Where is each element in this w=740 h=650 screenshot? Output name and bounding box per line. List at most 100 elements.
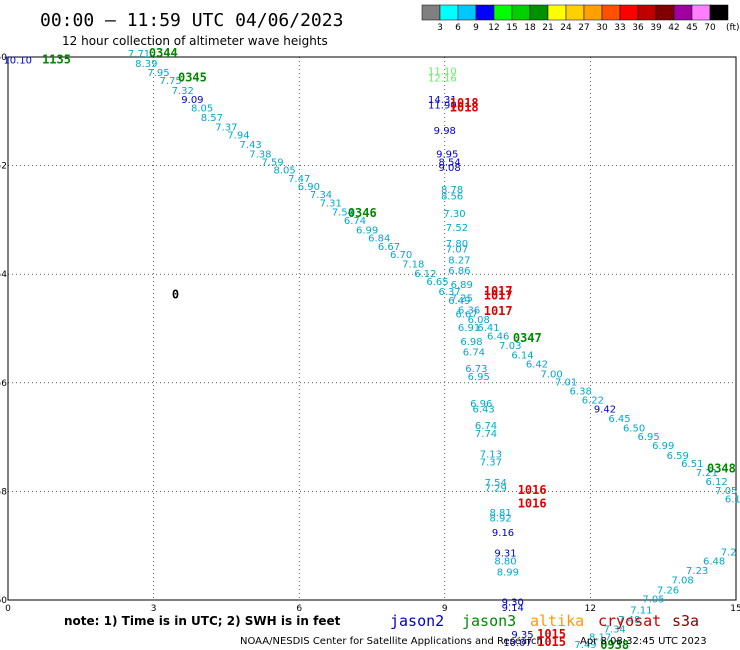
swh-value-label: 6.67 bbox=[456, 310, 478, 321]
swh-value-label: 9.09 bbox=[181, 95, 203, 106]
swh-value-label: 6.73 bbox=[465, 364, 487, 375]
swh-value-label: 7.18 bbox=[402, 260, 424, 271]
time-annotation: 0344 bbox=[149, 46, 178, 60]
colorbar-label: 15 bbox=[506, 23, 517, 33]
time-annotation: 1017 bbox=[484, 284, 513, 298]
colorbar-legend: 3 6 9 12 15 18 21 24 27 30 33 36 39 42 45 70 (ft) bbox=[421, 4, 740, 33]
swh-value-label: 8.92 bbox=[489, 513, 511, 524]
swh-value-label: 6.43 bbox=[472, 405, 494, 416]
swh-value-label: 6.51 bbox=[681, 459, 703, 470]
chart-subtitle: 12 hour collection of altimeter wave hei… bbox=[62, 34, 328, 48]
swh-value-label: 14.31 bbox=[428, 95, 457, 106]
colorbar-swatch bbox=[457, 4, 477, 21]
swh-value-label: 7.94 bbox=[227, 130, 249, 141]
swh-value-label: 6.49 bbox=[448, 296, 470, 307]
x-tick-label: 12 bbox=[585, 604, 596, 614]
swh-value-label: 6.08 bbox=[468, 315, 490, 326]
swh-value-label: 7.11 bbox=[630, 606, 652, 617]
time-annotation: 1017 bbox=[484, 304, 513, 318]
swh-value-label: 7.80 bbox=[446, 239, 468, 250]
colorbar-label: 70 bbox=[704, 23, 716, 33]
colorbar-swatch bbox=[529, 4, 549, 21]
time-annotation: 1016 bbox=[518, 497, 547, 511]
time-annotation: 1015 bbox=[537, 635, 566, 649]
swh-value-label: 6.95 bbox=[638, 432, 660, 443]
x-tick-label: 9 bbox=[442, 604, 448, 614]
satellite-name: jason3 bbox=[462, 612, 516, 630]
swh-value-label: 6.22 bbox=[582, 395, 604, 406]
colorbar-swatch bbox=[493, 4, 513, 21]
swh-value-label: 6.96 bbox=[470, 399, 492, 410]
swh-value-label: 8.99 bbox=[497, 568, 519, 579]
colorbar-swatch bbox=[637, 4, 657, 21]
swh-value-label: 7.75 bbox=[159, 76, 181, 87]
swh-value-label: 8.56 bbox=[441, 191, 463, 202]
swh-value-label: 7.23 bbox=[686, 566, 708, 577]
swh-value-label: 9.98 bbox=[434, 126, 456, 137]
swh-value-label: 9.42 bbox=[594, 405, 616, 416]
time-annotation: 0938 bbox=[600, 638, 629, 650]
swh-value-label: 6.50 bbox=[623, 424, 645, 435]
swh-value-label: 7.08 bbox=[671, 576, 693, 587]
swh-value-label: 9.35 bbox=[511, 630, 533, 641]
swh-value-label: 7.37 bbox=[480, 457, 502, 468]
x-tick-label: 0 bbox=[5, 604, 11, 614]
satellite-legend: jason2 jason3 altika cryosat s3a bbox=[390, 612, 699, 630]
footer-timestamp: Apr 8 08:32:45 UTC 2023 bbox=[580, 636, 707, 647]
swh-value-label: 6.15 bbox=[725, 494, 740, 505]
swh-value-label: 7.32 bbox=[172, 86, 194, 97]
swh-value-label: 7.95 bbox=[147, 68, 169, 79]
swh-value-label: 7.05 bbox=[642, 595, 664, 606]
swh-value-label: 7.25 bbox=[451, 293, 473, 304]
swh-value-label: 7.34 bbox=[310, 190, 332, 201]
colorbar-label: 27 bbox=[578, 23, 589, 33]
time-annotation: 1135 bbox=[42, 53, 71, 67]
y-tick-label: -58 bbox=[0, 487, 7, 497]
y-tick-label: -54 bbox=[0, 270, 7, 280]
swh-value-label: 7.01 bbox=[555, 378, 577, 389]
swh-value-label: 8.05 bbox=[274, 166, 296, 177]
swh-value-label: 7.49 bbox=[574, 640, 596, 650]
swh-value-label: 6.99 bbox=[652, 441, 674, 452]
swh-value-label: 6.14 bbox=[511, 350, 533, 361]
swh-value-label: 7.54 bbox=[332, 208, 354, 219]
swh-value-label: 7.00 bbox=[540, 369, 562, 380]
colorbar-label: 45 bbox=[686, 23, 697, 33]
swh-value-label: 9.95 bbox=[436, 149, 458, 160]
colorbar-label: 24 bbox=[560, 23, 572, 33]
swh-value-label: 6.67 bbox=[378, 242, 400, 253]
colorbar-swatch bbox=[565, 4, 585, 21]
y-tick-label: -52 bbox=[0, 162, 7, 172]
y-tick-label: -56 bbox=[0, 379, 7, 389]
swh-value-label: 6.70 bbox=[390, 250, 412, 261]
y-tick-label: -60 bbox=[0, 596, 7, 606]
colorbar-swatch bbox=[583, 4, 603, 21]
swh-value-label: 6.46 bbox=[487, 331, 509, 342]
colorbar-label: 9 bbox=[473, 23, 479, 33]
swh-value-label: 6.37 bbox=[439, 287, 461, 298]
colorbar-label: 3 bbox=[437, 23, 443, 33]
swh-value-label: 6.74 bbox=[463, 348, 485, 359]
swh-value-label: 7.30 bbox=[443, 209, 465, 220]
colorbar-swatch bbox=[619, 4, 639, 21]
colorbar-swatch bbox=[709, 4, 729, 21]
satellite-name: jason2 bbox=[390, 612, 444, 630]
swh-value-label: 6.41 bbox=[477, 323, 499, 334]
swh-value-label: 9.14 bbox=[502, 603, 524, 614]
swh-value-label: 6.91 bbox=[458, 323, 480, 334]
swh-value-label: 8.57 bbox=[201, 113, 223, 124]
colorbar-label: 36 bbox=[632, 23, 644, 33]
swh-value-label: 8.27 bbox=[448, 255, 470, 266]
time-annotation: 1016 bbox=[518, 483, 547, 497]
colorbar-swatch bbox=[691, 4, 711, 21]
colorbar-swatch bbox=[655, 4, 675, 21]
time-annotation: 0348 bbox=[707, 461, 736, 475]
swh-value-label: 6.45 bbox=[608, 414, 630, 425]
swh-value-label: 7.03 bbox=[499, 341, 521, 352]
swh-value-label: 7.47 bbox=[288, 174, 310, 185]
swh-value-label: 8.39 bbox=[135, 59, 157, 70]
swh-value-label: 7.59 bbox=[261, 158, 283, 169]
swh-value-label: 8.05 bbox=[191, 103, 213, 114]
swh-value-label: 6.59 bbox=[667, 451, 689, 462]
swh-value-label: 6.38 bbox=[570, 387, 592, 398]
